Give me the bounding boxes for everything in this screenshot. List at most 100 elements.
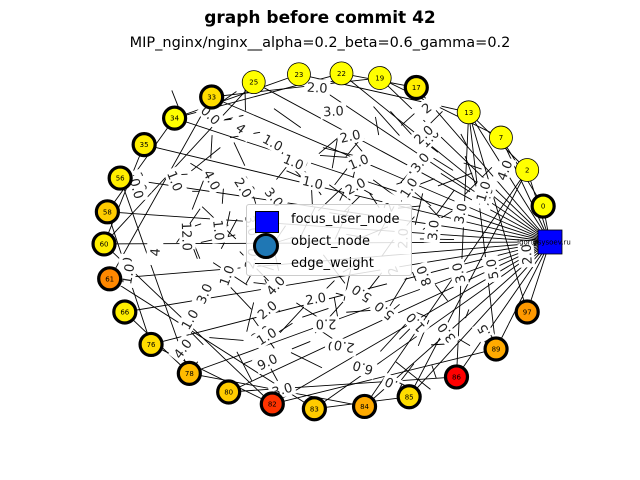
object-node-86: 86 bbox=[443, 364, 470, 390]
edge-inner bbox=[400, 111, 417, 126]
edge-label-bg bbox=[313, 316, 339, 333]
edge-label-bg bbox=[340, 172, 371, 200]
edge-label-bg bbox=[176, 303, 203, 335]
edge-inner bbox=[464, 155, 477, 188]
node-layer: 0 2 7 13 17 19 22 23 25 33 34 35 56 58 60 61 66 76 78 80 82 8… bbox=[91, 61, 556, 422]
edge-label-bg bbox=[251, 322, 282, 350]
edge-inner bbox=[322, 147, 355, 156]
object-node-circle bbox=[351, 393, 378, 420]
chart-title: graph before commit 42 bbox=[204, 8, 436, 28]
edge-inner bbox=[363, 189, 373, 196]
object-node-56: 56 bbox=[107, 165, 133, 191]
object-node-label: 66 bbox=[120, 308, 129, 316]
edge-label-bg bbox=[400, 307, 430, 338]
object-node-97: 97 bbox=[514, 299, 540, 325]
object-node-label: 86 bbox=[452, 373, 461, 381]
edge-label-bg bbox=[335, 125, 365, 147]
object-node-circle bbox=[403, 74, 429, 101]
legend-focus-label: focus_user_node bbox=[291, 212, 400, 227]
object-node-0: 0 bbox=[530, 193, 556, 219]
edge-node-node bbox=[103, 81, 255, 245]
edge-inner bbox=[395, 361, 431, 390]
edge-label-bg bbox=[346, 280, 377, 308]
object-node-23: 23 bbox=[287, 62, 311, 87]
edge-inner bbox=[345, 139, 361, 158]
object-node-circle bbox=[396, 384, 422, 410]
object-node-label: 83 bbox=[310, 405, 319, 413]
object-node-label: 60 bbox=[100, 240, 109, 248]
object-node-78: 78 bbox=[176, 360, 202, 386]
edge-node-node bbox=[456, 112, 470, 377]
object-node-label: 34 bbox=[170, 115, 179, 123]
edge-weight-label: 5.0 bbox=[484, 257, 502, 280]
object-node-label: 0 bbox=[541, 203, 545, 211]
edge-weight-label: 1.0 bbox=[474, 180, 495, 204]
edge-weight-label: 1.0 bbox=[209, 219, 226, 241]
edge-inner bbox=[460, 133, 469, 148]
edge-weight-label: 4.0 bbox=[495, 158, 517, 183]
object-node-circle bbox=[443, 364, 470, 390]
edge-weight-label: 1.0 bbox=[163, 169, 185, 194]
edge-inner bbox=[328, 184, 351, 201]
object-node-85: 85 bbox=[396, 384, 422, 410]
edge-inner bbox=[236, 351, 253, 382]
edge-inner bbox=[428, 205, 441, 219]
object-node-label: 56 bbox=[116, 175, 125, 183]
edge-weight-label: 1.0 bbox=[120, 263, 138, 286]
edge-label-bg bbox=[301, 288, 330, 309]
object-node-circle bbox=[530, 193, 556, 219]
focus-user-node bbox=[537, 229, 563, 255]
edge-label-bg bbox=[492, 155, 517, 186]
focus-node-layer: igor@sysoev.ru bbox=[517, 229, 571, 255]
edge-weight-label: 3.0 bbox=[450, 261, 469, 285]
edge-inner bbox=[191, 147, 221, 172]
object-node-19: 19 bbox=[367, 66, 392, 90]
edge-focus-17 bbox=[415, 87, 551, 243]
object-node-circle bbox=[97, 266, 123, 292]
object-node-circle bbox=[456, 100, 481, 125]
object-node-label: 58 bbox=[103, 208, 112, 216]
edge-focus-85 bbox=[408, 241, 551, 398]
edge-focus-7 bbox=[500, 137, 551, 243]
edge-label-bg bbox=[225, 113, 257, 143]
edge-label-bg bbox=[449, 199, 471, 228]
object-node-circle bbox=[91, 231, 117, 257]
edge-inner bbox=[302, 308, 329, 318]
edge-label-bg bbox=[343, 149, 374, 174]
object-node-circle bbox=[489, 125, 513, 150]
edge-inner bbox=[209, 337, 244, 341]
legend-edge-label: edge_weight bbox=[291, 256, 374, 271]
edge-node-node bbox=[379, 77, 502, 138]
object-node-33: 33 bbox=[199, 84, 225, 110]
edge-node-node bbox=[119, 177, 190, 374]
edge-node-node bbox=[364, 169, 528, 407]
edge-label-bg bbox=[517, 240, 536, 268]
edge-inner bbox=[373, 106, 400, 136]
edge-inner bbox=[252, 195, 257, 204]
object-node-61: 61 bbox=[97, 266, 123, 292]
object-node-label: 82 bbox=[268, 401, 277, 409]
edge-inner bbox=[396, 182, 403, 185]
object-node-label: 33 bbox=[207, 93, 216, 101]
edge-label-bg bbox=[168, 333, 197, 364]
edge-inner bbox=[290, 352, 323, 369]
edge-inner bbox=[436, 189, 455, 215]
object-node-label: 7 bbox=[499, 134, 503, 142]
edge-weight-label: 1.0 bbox=[281, 152, 306, 174]
edge-weight-label: 3.0 bbox=[452, 202, 471, 225]
object-node-13: 13 bbox=[456, 100, 481, 125]
legend-object-label: object_node bbox=[291, 234, 371, 249]
object-node-label: 19 bbox=[375, 74, 384, 82]
focus-user-label: igor@sysoev.ru bbox=[517, 239, 571, 247]
edge-focus-25 bbox=[253, 81, 551, 243]
edge-label-bg bbox=[411, 93, 442, 123]
legend-object-marker bbox=[253, 233, 279, 259]
edge-weight-label: 2.0 bbox=[306, 81, 328, 97]
edge-weight-label: 4 bbox=[148, 248, 164, 257]
object-node-circle bbox=[241, 70, 266, 95]
object-node-circle bbox=[259, 391, 285, 417]
object-node-80: 80 bbox=[216, 379, 242, 405]
object-node-circle bbox=[287, 62, 311, 87]
edge-node-node bbox=[107, 117, 175, 213]
